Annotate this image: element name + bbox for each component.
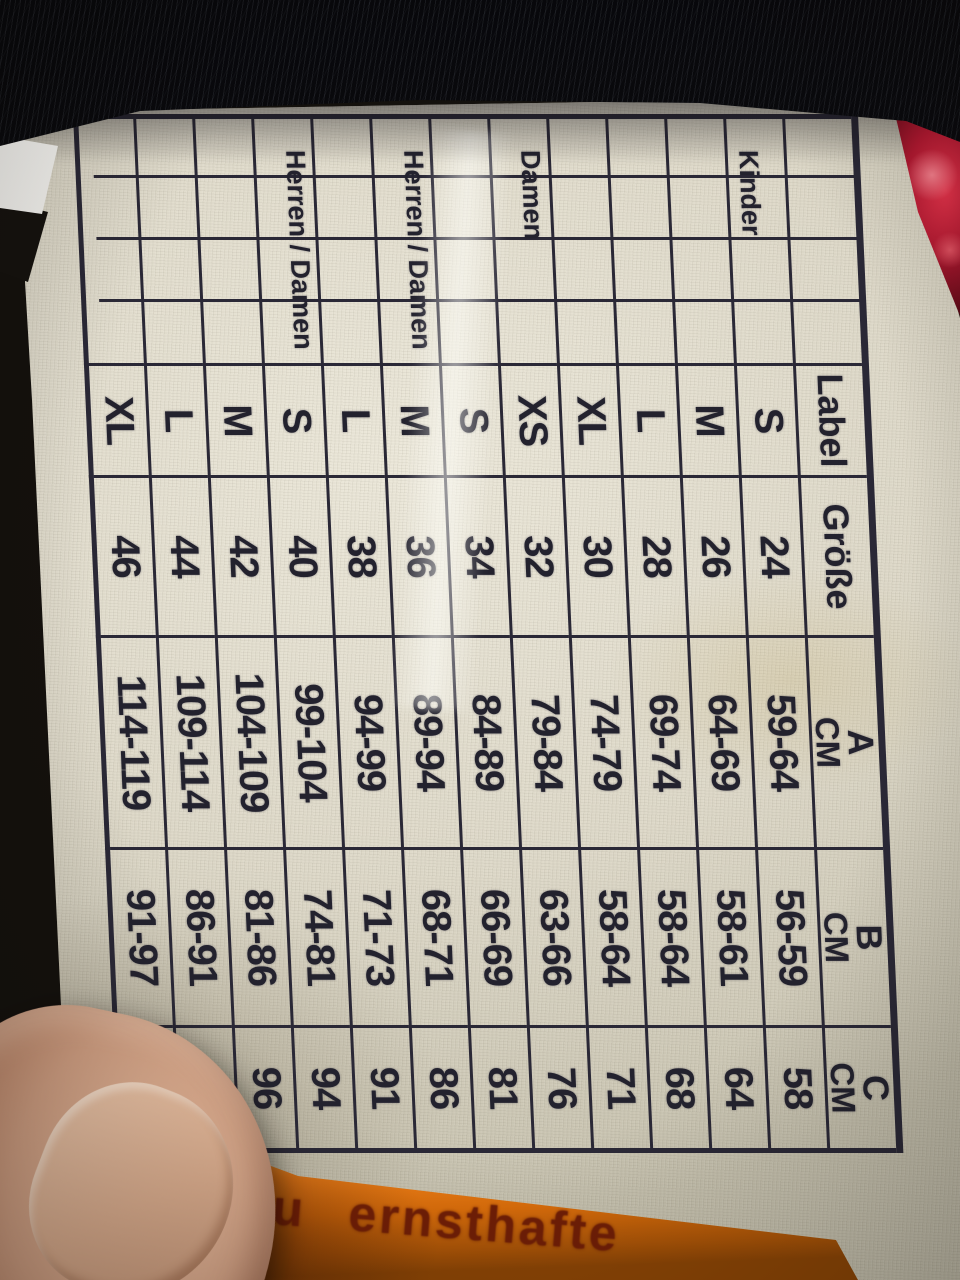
col-header-b: B CM bbox=[815, 848, 895, 1027]
measure-b-cell: 71-73 bbox=[343, 848, 411, 1027]
measure-c-cell: 86 bbox=[410, 1026, 476, 1151]
size-value-cell: 46 bbox=[91, 476, 158, 637]
measure-c-cell: 91 bbox=[351, 1026, 417, 1151]
measure-b-cell: 58-64 bbox=[579, 848, 647, 1027]
measure-c-cell: 94 bbox=[292, 1026, 358, 1151]
measure-b-cell: 63-66 bbox=[520, 848, 588, 1027]
measure-c-cell: 81 bbox=[469, 1026, 535, 1151]
col-header-size: Größe bbox=[799, 476, 878, 637]
measure-b-cell: 58-64 bbox=[638, 848, 706, 1027]
measure-a-cell: 74-79 bbox=[570, 636, 639, 849]
measure-c-cell: 71 bbox=[587, 1026, 653, 1151]
measure-a-cell: 99-104 bbox=[275, 636, 344, 849]
measure-b-cell: 68-71 bbox=[402, 848, 470, 1027]
measure-c-cell: 68 bbox=[646, 1026, 712, 1151]
size-value-cell: 44 bbox=[150, 476, 217, 637]
label-value-cell: S bbox=[735, 364, 800, 477]
label-value-cell: L bbox=[617, 364, 682, 477]
measure-c-cell: 76 bbox=[528, 1026, 594, 1151]
label-value-cell: XL bbox=[86, 364, 151, 477]
measure-a-cell: 59-64 bbox=[747, 636, 816, 849]
measure-a-cell: 109-114 bbox=[157, 636, 226, 849]
size-value-cell: 38 bbox=[327, 476, 394, 637]
size-value-cell: 24 bbox=[740, 476, 807, 637]
label-value-cell: S bbox=[263, 364, 328, 477]
measure-c-cell: 64 bbox=[705, 1026, 771, 1151]
col-header-a: A CM bbox=[806, 636, 887, 849]
size-value-cell: 42 bbox=[209, 476, 276, 637]
label-value-cell: M bbox=[204, 364, 269, 477]
measure-b-cell: 66-69 bbox=[461, 848, 529, 1027]
col-header-c-unit: CM bbox=[823, 1062, 863, 1114]
size-value-cell: 30 bbox=[563, 476, 630, 637]
measure-a-cell: 69-74 bbox=[629, 636, 698, 849]
size-value-cell: 32 bbox=[504, 476, 571, 637]
col-header-label: Label bbox=[794, 364, 871, 477]
measure-b-cell: 56-59 bbox=[756, 848, 824, 1027]
col-header-c: C CM bbox=[823, 1026, 900, 1151]
measure-b-cell: 91-97 bbox=[107, 848, 175, 1027]
size-value-cell: 28 bbox=[622, 476, 689, 637]
measure-c-cell: 58 bbox=[764, 1026, 830, 1151]
measure-a-cell: 114-119 bbox=[98, 636, 167, 849]
measure-b-cell: 58-61 bbox=[697, 848, 765, 1027]
fingernail bbox=[3, 1056, 263, 1280]
label-value-cell: L bbox=[322, 364, 387, 477]
measure-a-cell: 79-84 bbox=[511, 636, 580, 849]
measure-a-cell: 104-109 bbox=[216, 636, 285, 849]
label-value-cell: XL bbox=[558, 364, 623, 477]
size-value-cell: 26 bbox=[681, 476, 748, 637]
measure-b-cell: 81-86 bbox=[225, 848, 293, 1027]
label-value-cell: L bbox=[145, 364, 210, 477]
size-value-cell: 40 bbox=[268, 476, 335, 637]
label-value-cell: XS bbox=[499, 364, 564, 477]
measure-b-cell: 86-91 bbox=[166, 848, 234, 1027]
measure-b-cell: 74-81 bbox=[284, 848, 352, 1027]
measure-a-cell: 64-69 bbox=[688, 636, 757, 849]
label-value-cell: M bbox=[676, 364, 741, 477]
